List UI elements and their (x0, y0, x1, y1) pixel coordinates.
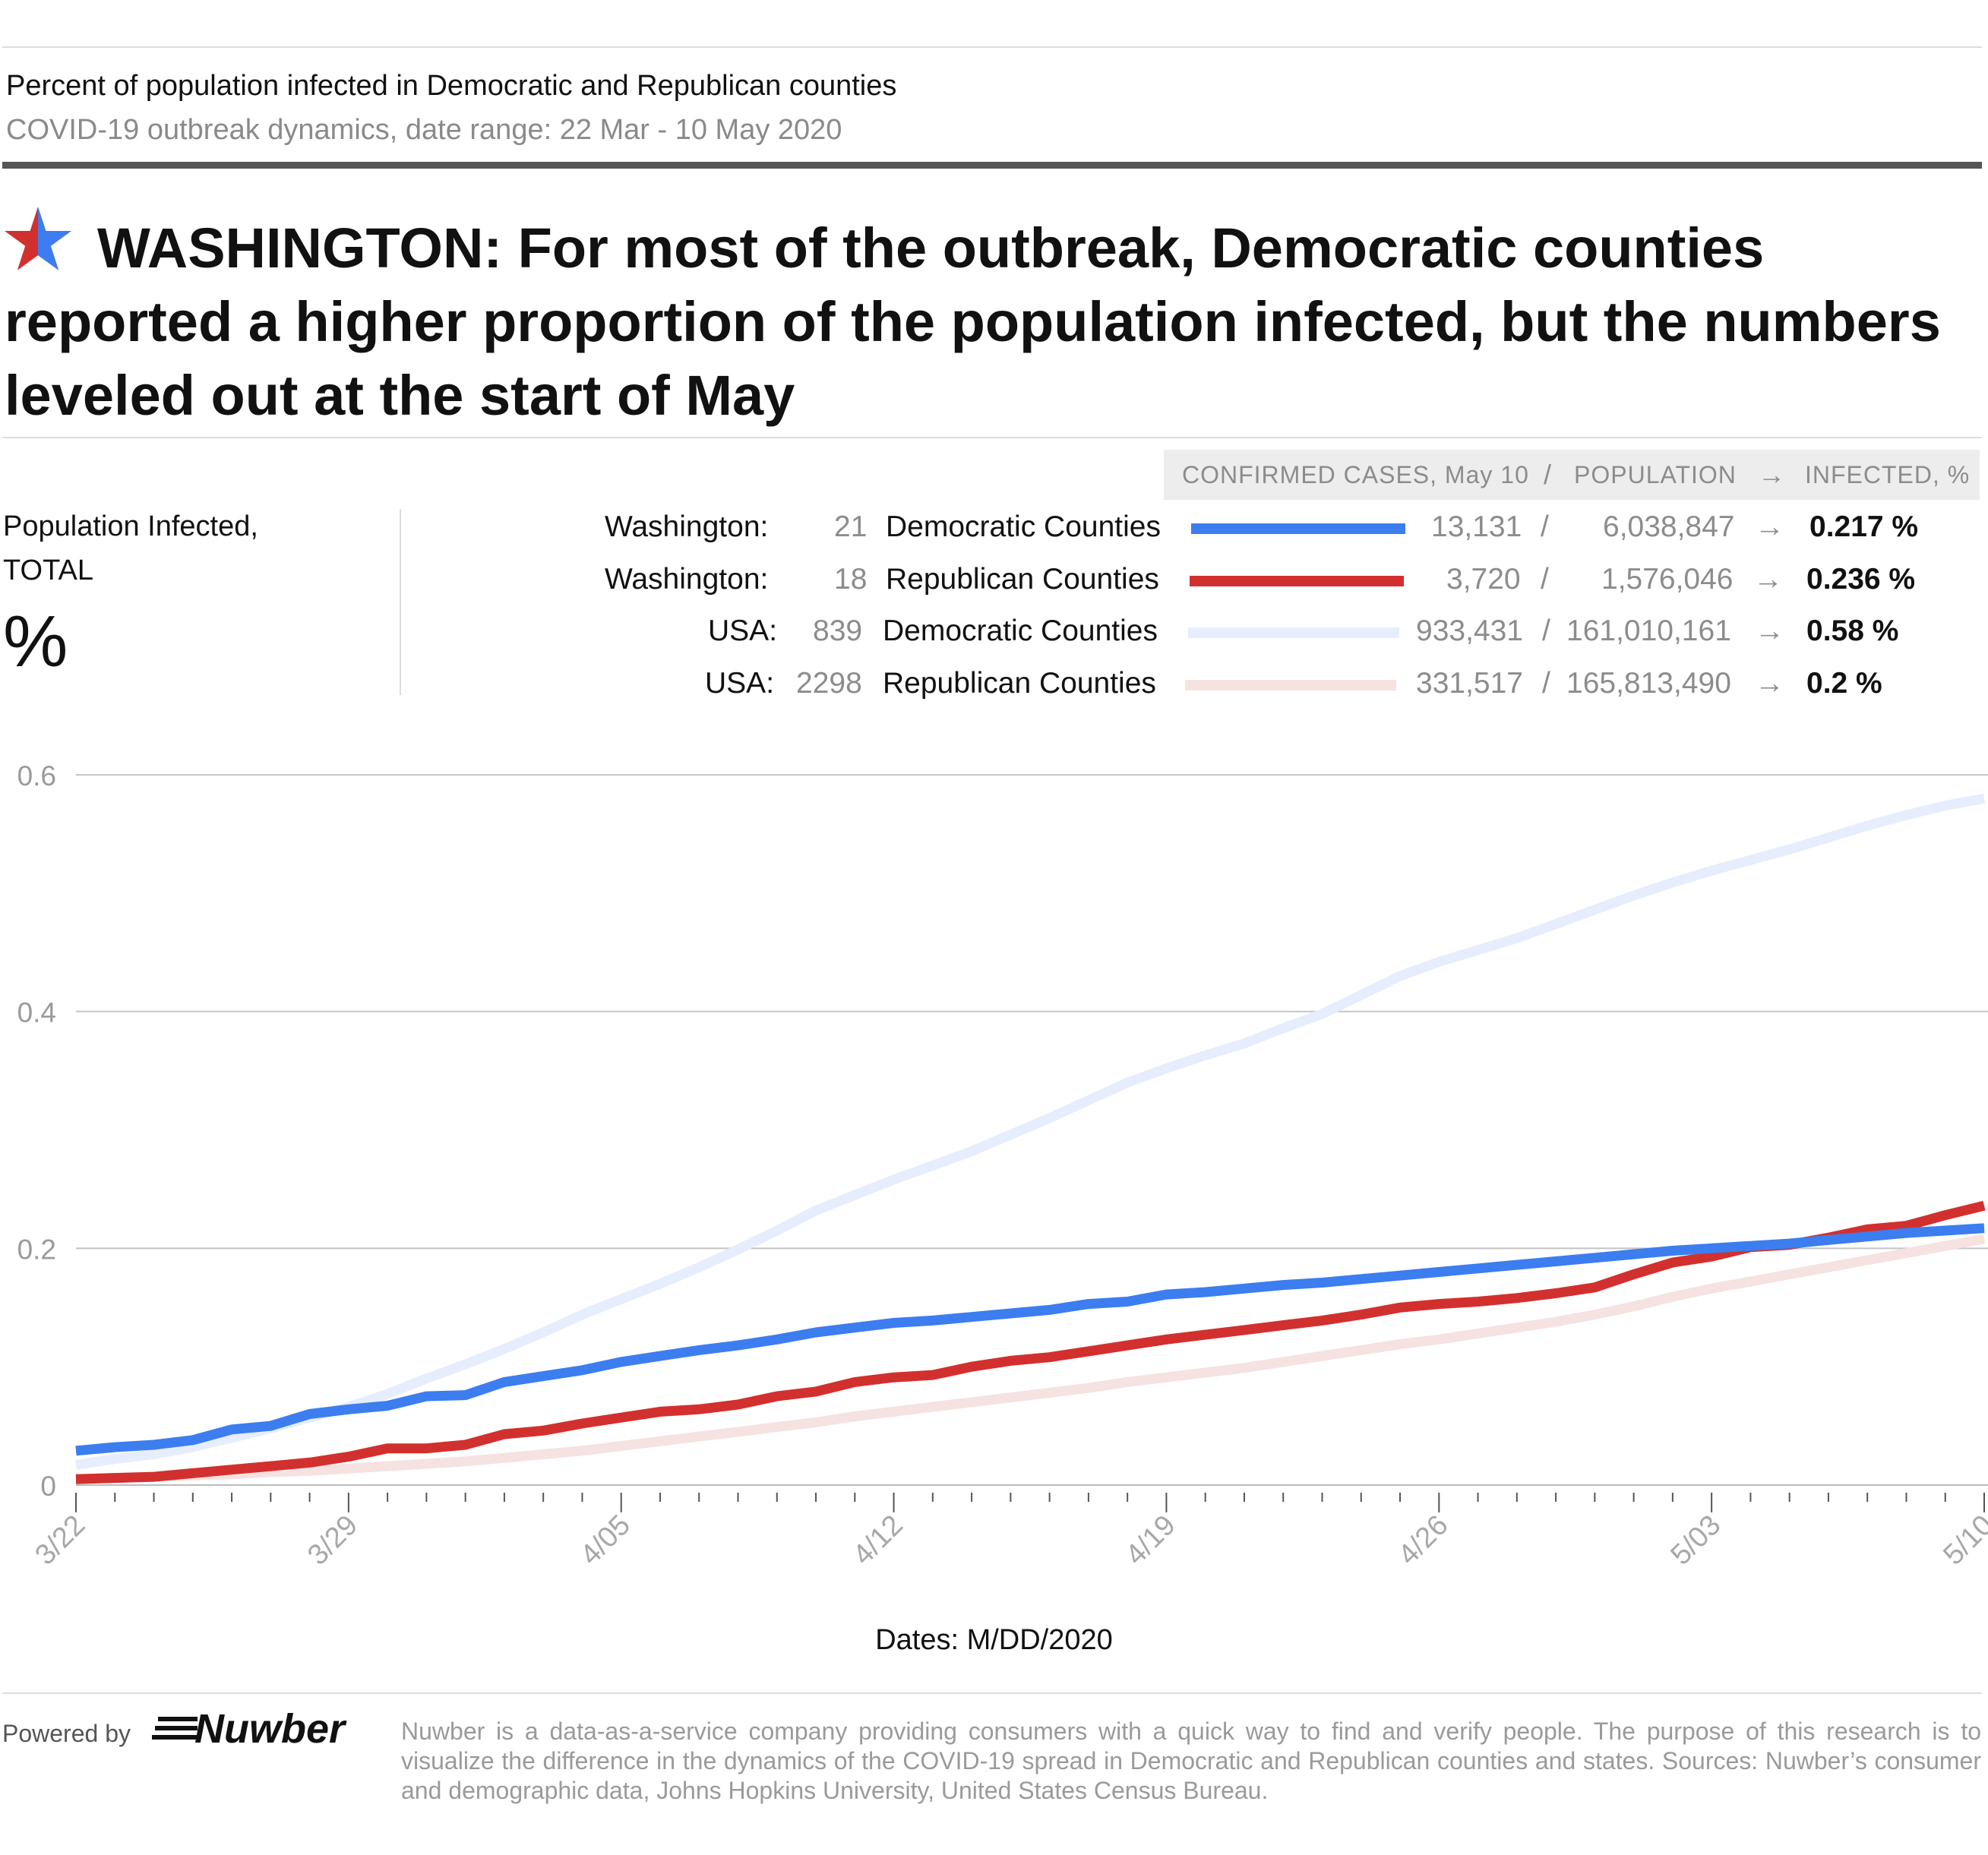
top-divider (2, 46, 1982, 48)
y-tick-labels: 0 0.2 0.4 0.6 (17, 760, 56, 1502)
x-tick-label: 5/10 (1937, 1509, 1988, 1572)
legend-header-infected: INFECTED, % (1805, 461, 1971, 488)
legend-region: USA: (705, 667, 775, 700)
legend-region: Washington: (605, 563, 769, 596)
legend-region: Washington: (605, 510, 769, 543)
y-tick-label: 0.2 (17, 1234, 56, 1265)
series-line (75, 1234, 1986, 1484)
legend-cases: 933,431 (1416, 615, 1523, 647)
legend-label: Democratic Counties (886, 510, 1161, 543)
star-icon (5, 207, 71, 270)
legend-population: 6,038,847 (1603, 510, 1735, 543)
legend-swatch (1188, 627, 1399, 638)
legend-header-arrow: → (1758, 459, 1786, 490)
series-line (75, 793, 1986, 1470)
legend-swatch (1190, 576, 1404, 586)
legend-arrow: → (1755, 667, 1784, 700)
title-divider (2, 162, 1982, 169)
legend-sep: / (1541, 563, 1549, 596)
legend-count: 839 (813, 615, 863, 647)
legend-header-cases: CONFIRMED CASES, May 10 (1182, 461, 1529, 488)
legend-row: USA: 839 Democratic Counties 933,431 / 1… (0, 608, 1988, 654)
legend-population: 161,010,161 (1566, 615, 1731, 647)
headline-text: WASHINGTON: For most of the outbreak, De… (5, 216, 1941, 427)
legend-sep: / (1542, 615, 1550, 647)
footer-divider (2, 1692, 1982, 1694)
series-line (75, 1223, 1985, 1456)
panel-separator (400, 509, 401, 695)
legend-count: 2298 (796, 667, 862, 700)
x-ticks: 3/22 3/29 4/05 4/12 4/19 4/26 5/03 5/10 (29, 1493, 1988, 1572)
legend-label: Republican Counties (883, 667, 1156, 700)
legend-arrow: → (1753, 563, 1783, 596)
series-lines (75, 793, 1986, 1484)
nuwber-logo-icon: Nuwber (152, 1706, 347, 1752)
legend-count: 18 (834, 563, 868, 596)
legend-header-population: POPULATION (1574, 461, 1737, 488)
series-line (75, 1200, 1986, 1484)
line-chart: 0 0.2 0.4 0.6 3/22 3/29 4/05 4/12 4/19 4/26 5/03 5… (17, 760, 1988, 1572)
x-tick-label: 3/29 (302, 1509, 364, 1572)
legend-row: USA: 2298 Republican Counties 331,517 / … (0, 661, 1988, 706)
legend-region: USA: (708, 615, 778, 647)
nuwber-logo: Nuwber (152, 1706, 359, 1759)
legend-infected: 0.58 % (1806, 615, 1899, 647)
legend-cases: 13,131 (1431, 510, 1522, 543)
legend-sep: / (1542, 667, 1550, 700)
y-tick-label: 0.6 (17, 760, 56, 792)
headline: WASHINGTON: For most of the outbreak, De… (5, 207, 1964, 432)
legend-swatch (1185, 680, 1396, 690)
y-axis-label-line2: TOTAL (3, 555, 93, 586)
powered-by-label: Powered by (2, 1720, 131, 1747)
legend-infected: 0.236 % (1806, 563, 1916, 596)
y-tick-label: 0 (40, 1471, 56, 1502)
legend-population: 1,576,046 (1601, 563, 1734, 596)
legend-infected: 0.2 % (1806, 667, 1882, 700)
legend-arrow: → (1755, 510, 1784, 543)
chart-subkicker: COVID-19 outbreak dynamics, date range: … (6, 114, 842, 146)
x-axis-title: Dates: M/DD/2020 (875, 1624, 1113, 1656)
legend-count: 21 (834, 510, 868, 543)
x-tick-label: 4/12 (847, 1509, 909, 1572)
x-tick-label: 4/05 (574, 1509, 637, 1572)
x-tick-label: 3/22 (29, 1509, 91, 1572)
headline-divider (2, 437, 1982, 438)
legend-row: Washington: 21 Democratic Counties 13,13… (0, 504, 1988, 550)
legend-swatch (1191, 523, 1405, 534)
legend-label: Republican Counties (886, 563, 1159, 596)
legend-header-slash: / (1544, 459, 1553, 490)
legend-population: 165,813,490 (1566, 667, 1731, 700)
legend-arrow: → (1755, 615, 1784, 647)
y-axis-label-line1: Population Infected, (3, 510, 258, 542)
nuwber-logo-text: Nuwber (194, 1708, 347, 1752)
legend-header: CONFIRMED CASES, May 10 / POPULATION → I… (1164, 450, 1980, 500)
legend-infected: 0.217 % (1809, 510, 1919, 543)
legend-label: Democratic Counties (883, 615, 1158, 647)
chart-kicker: Percent of population infected in Democr… (6, 70, 897, 102)
x-tick-label: 5/03 (1665, 1509, 1727, 1572)
y-tick-label: 0.4 (17, 997, 56, 1029)
legend-cases: 331,517 (1416, 667, 1523, 700)
footer-note: Nuwber is a data-as-a-service company pr… (401, 1718, 1981, 1804)
y-axis-unit: % (3, 601, 68, 682)
x-tick-label: 4/26 (1392, 1509, 1455, 1572)
legend-cases: 3,720 (1446, 563, 1521, 596)
legend-sep: / (1541, 510, 1549, 543)
legend-row: Washington: 18 Republican Counties 3,720… (0, 557, 1988, 602)
x-tick-label: 4/19 (1120, 1509, 1182, 1572)
